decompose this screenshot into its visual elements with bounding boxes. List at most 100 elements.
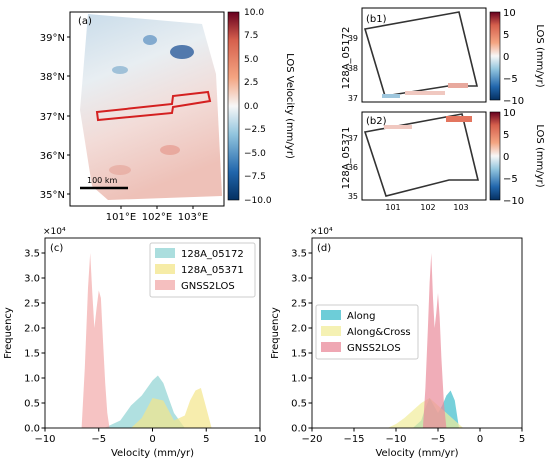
y-tick-label: 2.0 (291, 324, 307, 335)
colorbar-a-tick: 5.0 (244, 55, 259, 65)
y-tick-label: 3.0 (291, 274, 307, 285)
legend-entry: GNSS2LOS (181, 281, 235, 292)
x-tick-label: −10 (385, 434, 406, 445)
y-offset-text: ×10⁴ (43, 227, 66, 237)
histogram-series-1 (131, 388, 212, 428)
legend-entry: GNSS2LOS (347, 343, 401, 354)
colorbar-b2-tick: 5 (503, 130, 509, 141)
colorbar-a: 10.0 7.5 5.0 2.5 0.0 −2.5 −5.0 −7.5 −10.… (227, 8, 295, 206)
panel-label: (d) (317, 243, 331, 254)
x-axis-label: Velocity (mm/yr) (111, 448, 194, 459)
subsidence-patch (143, 35, 157, 45)
colorbar-a-tick: −2.5 (244, 125, 266, 135)
uplift-patch (109, 165, 131, 175)
panel-b2-map: (b2) 128A_05371 37 36 35 101 102 103 (341, 111, 487, 212)
map-a-ytick: 36°N (40, 151, 65, 162)
colorbar-b2-tick: −5 (503, 174, 518, 185)
y-tick-label: 0.0 (24, 424, 40, 435)
scale-bar-label: 100 km (87, 176, 117, 185)
legend-swatch (155, 264, 175, 274)
y-tick-label: 1.5 (291, 349, 307, 360)
colorbar-a-tick: 7.5 (244, 31, 258, 41)
subsidence-patch (112, 66, 128, 74)
colorbar-b1-label: LOS (mm/yr) (534, 24, 545, 87)
y-tick-label: 1.0 (291, 374, 307, 385)
colorbar-a-tick: 0.0 (244, 102, 259, 112)
x-tick-label: −5 (431, 434, 446, 445)
panel-a-frame (69, 11, 225, 207)
y-tick-label: 3.5 (24, 249, 40, 260)
map-a-xtick: 103°E (178, 212, 208, 223)
colorbar-a-tick: 2.5 (244, 78, 258, 88)
y-tick-label: 0.0 (291, 424, 307, 435)
y-tick-label: 1.5 (24, 349, 40, 360)
track-label-b2: 128A_05371 (341, 127, 352, 190)
y-tick-label: 0.5 (24, 399, 40, 410)
y-tick-label: 2.5 (291, 299, 307, 310)
colorbar-b2: 10 5 0 −5 −10 LOS (mm/yr) (489, 108, 545, 207)
colorbar-b1-tick: −10 (503, 96, 524, 107)
map-a-ytick: 39°N (40, 33, 65, 44)
coverage-strip (384, 125, 412, 129)
map-a-ytick: 38°N (40, 72, 65, 83)
map-b2-xtick: 101 (385, 203, 400, 212)
subsidence-patch (170, 45, 194, 59)
colorbar-b1-tick: 5 (503, 30, 509, 41)
x-tick-label: −20 (301, 434, 322, 445)
coverage-strip (446, 116, 472, 122)
map-a-ytick: 35°N (40, 190, 65, 201)
map-b2-ytick: 36 (348, 163, 358, 172)
x-tick-label: 0 (149, 434, 155, 445)
legend-box (315, 304, 419, 360)
panel-b1-map: (b1) 128A_05172 39 38 37 (341, 7, 487, 103)
panel-a-map: (a) 100 km 39°N 38°N 37°N 36°N 35°N 101°… (40, 11, 225, 223)
colorbar-a-tick: −7.5 (244, 172, 266, 182)
x-tick-label: 10 (254, 434, 267, 445)
map-b2-xtick: 103 (453, 203, 468, 212)
x-tick-label: −5 (91, 434, 106, 445)
colorbar-a-tick: −5.0 (244, 149, 266, 159)
map-a-xtick: 101°E (106, 212, 136, 223)
colorbar-b1-tick: −5 (503, 74, 518, 85)
coverage-strip (448, 83, 468, 88)
track-overlap-box (95, 90, 212, 122)
legend-entry: Along&Cross (347, 327, 411, 338)
histogram-panel-d: −20 −15 −10 −5 0 5 0.0 0.5 1.0 1.5 2.0 2.5 3.0 3.5 ×10… (270, 227, 525, 459)
x-axis-label: Velocity (mm/yr) (375, 448, 458, 459)
legend-swatch (155, 280, 175, 290)
colorbar-b2-tick: 0 (503, 152, 509, 163)
map-b1-ytick: 39 (348, 34, 358, 43)
map-b1-ytick: 37 (348, 94, 358, 103)
legend-swatch (321, 310, 341, 320)
y-tick-label: 2.0 (24, 324, 40, 335)
y-axis-label: Frequency (270, 307, 281, 359)
y-tick-label: 3.5 (291, 249, 307, 260)
legend-entry: 128A_05371 (181, 265, 244, 276)
x-tick-label: 5 (519, 434, 525, 445)
legend-box (149, 242, 256, 298)
colorbar-b2-label: LOS (mm/yr) (534, 124, 545, 187)
x-tick-label: −10 (34, 434, 55, 445)
legend-swatch (155, 248, 175, 258)
colorbar-b1-tick: 10 (503, 8, 516, 19)
panel-a-label: (a) (78, 16, 92, 27)
histogram-series-2 (422, 253, 447, 428)
track-label-b1: 128A_05172 (341, 27, 352, 90)
track-frame-outline (363, 113, 480, 197)
map-b2-xtick: 102 (420, 203, 435, 212)
y-offset-text: ×10⁴ (310, 227, 333, 237)
map-a-ytick: 37°N (40, 112, 65, 123)
legend-entry: 128A_05172 (181, 249, 244, 260)
y-tick-label: 3.0 (24, 274, 40, 285)
histogram-series-2 (81, 253, 110, 428)
panel-b2-label: (b2) (366, 116, 387, 127)
colorbar-b2-tick: −10 (503, 196, 524, 207)
colorbar-b1: 10 5 0 −5 −10 LOS (mm/yr) (489, 8, 545, 107)
legend-swatch (321, 326, 341, 336)
coverage-strip (382, 94, 400, 98)
histogram-panel-c: −10 −5 0 5 10 0.0 0.5 1.0 1.5 2.0 2.5 3.0 3.5 ×10⁴ (c)… (3, 227, 266, 459)
legend-entry: Along (347, 311, 375, 322)
map-b2-ytick: 35 (348, 192, 358, 201)
coverage-strip (405, 91, 445, 95)
y-tick-label: 2.5 (24, 299, 40, 310)
